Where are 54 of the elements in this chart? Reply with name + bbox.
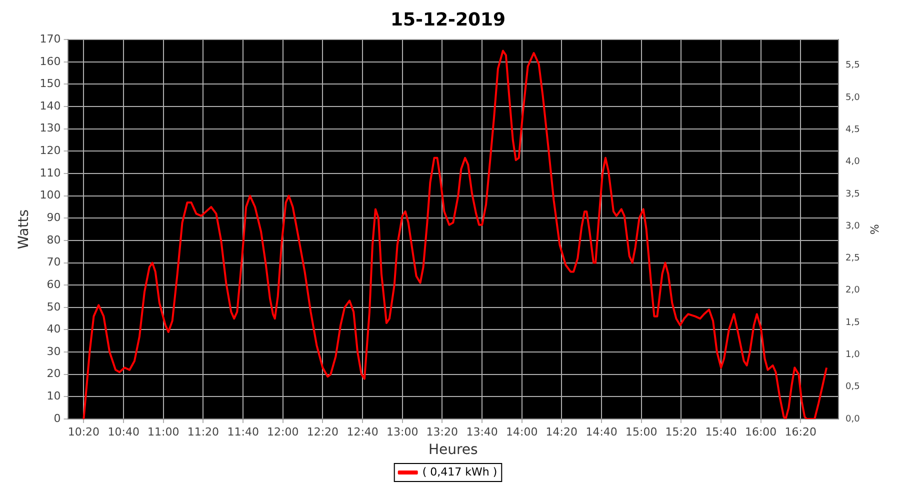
- x-tick-label: 13:40: [466, 425, 498, 438]
- y-tick-label: 50: [46, 300, 61, 314]
- x-tick-label: 15:20: [665, 425, 697, 438]
- x-tick-label: 11:20: [187, 425, 220, 438]
- x-tick-label: 16:20: [784, 425, 816, 438]
- x-tick-label: 13:20: [426, 425, 458, 438]
- y-tick-label: 90: [46, 211, 61, 224]
- x-tick-label: 12:40: [346, 425, 378, 438]
- x-tick-label: 14:40: [586, 425, 618, 438]
- y-axis-title: Watts: [16, 209, 32, 250]
- y-tick-label: 150: [40, 77, 61, 90]
- y-tick-label: 30: [46, 344, 61, 358]
- y-tick-label: 100: [40, 188, 61, 202]
- x-tick-label: 13:00: [386, 425, 418, 438]
- y-tick-label: 60: [46, 278, 61, 291]
- y2-tick-label: 4,5: [845, 124, 860, 135]
- x-tick-label: 10:20: [68, 425, 100, 438]
- chart-title: 15-12-2019: [390, 9, 506, 30]
- y2-tick-label: 2,0: [845, 286, 860, 296]
- y2-tick-label: 4,0: [845, 157, 860, 168]
- x-tick-label: 12:00: [267, 425, 299, 438]
- x-tick-label: 12:20: [306, 425, 339, 438]
- x-tick-label: 14:20: [546, 425, 578, 438]
- x-tick-label: 16:00: [744, 425, 777, 438]
- x-tick-label: 11:40: [227, 425, 259, 438]
- x-axis-title: Heures: [428, 442, 478, 458]
- y-tick-label: 130: [40, 122, 61, 135]
- y2-tick-label: 0,0: [845, 414, 860, 424]
- x-tick-label: 15:00: [625, 425, 658, 438]
- y2-axis-title: %: [868, 224, 881, 235]
- y2-tick-label: 3,0: [845, 221, 860, 232]
- y-tick-label: 10: [46, 390, 61, 403]
- y-tick-label: 40: [46, 322, 61, 336]
- y-tick-label: 0: [54, 412, 61, 425]
- y2-tick-label: 0,5: [845, 382, 860, 392]
- x-tick-label: 11:00: [148, 425, 180, 438]
- y2-tick-label: 1,5: [845, 318, 860, 328]
- y-tick-label: 110: [40, 166, 61, 180]
- x-tick-label: 14:00: [506, 425, 538, 438]
- y2-tick-label: 5,5: [845, 60, 860, 71]
- y2-tick-label: 1,0: [845, 350, 860, 360]
- y-tick-label: 170: [40, 32, 61, 46]
- y2-tick-label: 2,5: [845, 254, 860, 264]
- y-tick-label: 120: [40, 144, 61, 158]
- legend-label: ( 0,417 kWh ): [422, 465, 498, 478]
- y2-tick-label: 5,0: [845, 92, 860, 103]
- x-tick-label: 10:40: [108, 425, 140, 438]
- x-tick-label: 15:40: [705, 425, 737, 438]
- y-tick-label: 160: [40, 54, 61, 68]
- y-tick-label: 80: [46, 233, 61, 246]
- y-tick-label: 20: [46, 367, 61, 380]
- y2-tick-label: 3,5: [845, 189, 860, 200]
- y-tick-label: 140: [40, 99, 61, 112]
- y-tick-label: 70: [46, 256, 61, 269]
